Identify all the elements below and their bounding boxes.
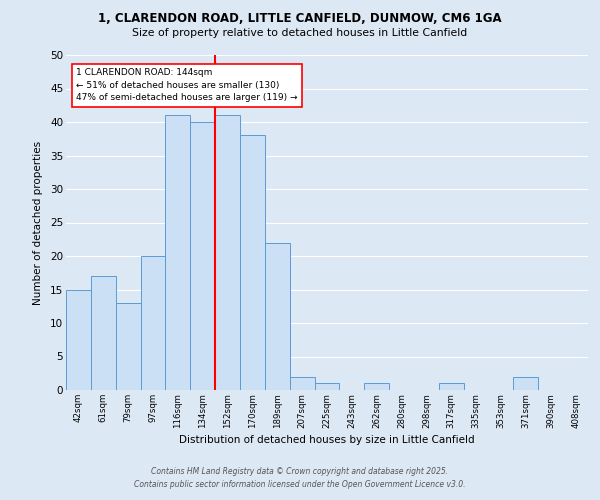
Bar [190,122,215,390]
Text: Contains HM Land Registry data © Crown copyright and database right 2025.
Contai: Contains HM Land Registry data © Crown c… [134,468,466,489]
Text: Size of property relative to detached houses in Little Canfield: Size of property relative to detached ho… [133,28,467,38]
Bar [290,376,314,390]
Bar [314,384,340,390]
Bar [91,276,116,390]
Text: 1 CLARENDON ROAD: 144sqm
← 51% of detached houses are smaller (130)
47% of semi-: 1 CLARENDON ROAD: 144sqm ← 51% of detach… [76,68,298,102]
Bar [439,384,464,390]
Bar [66,290,91,390]
Bar [215,116,240,390]
Bar [116,303,140,390]
Bar [265,242,290,390]
Text: 1, CLARENDON ROAD, LITTLE CANFIELD, DUNMOW, CM6 1GA: 1, CLARENDON ROAD, LITTLE CANFIELD, DUNM… [98,12,502,26]
Y-axis label: Number of detached properties: Number of detached properties [33,140,43,304]
X-axis label: Distribution of detached houses by size in Little Canfield: Distribution of detached houses by size … [179,434,475,444]
Bar [166,116,190,390]
Bar [240,136,265,390]
Bar [514,376,538,390]
Bar [140,256,166,390]
Bar [364,384,389,390]
